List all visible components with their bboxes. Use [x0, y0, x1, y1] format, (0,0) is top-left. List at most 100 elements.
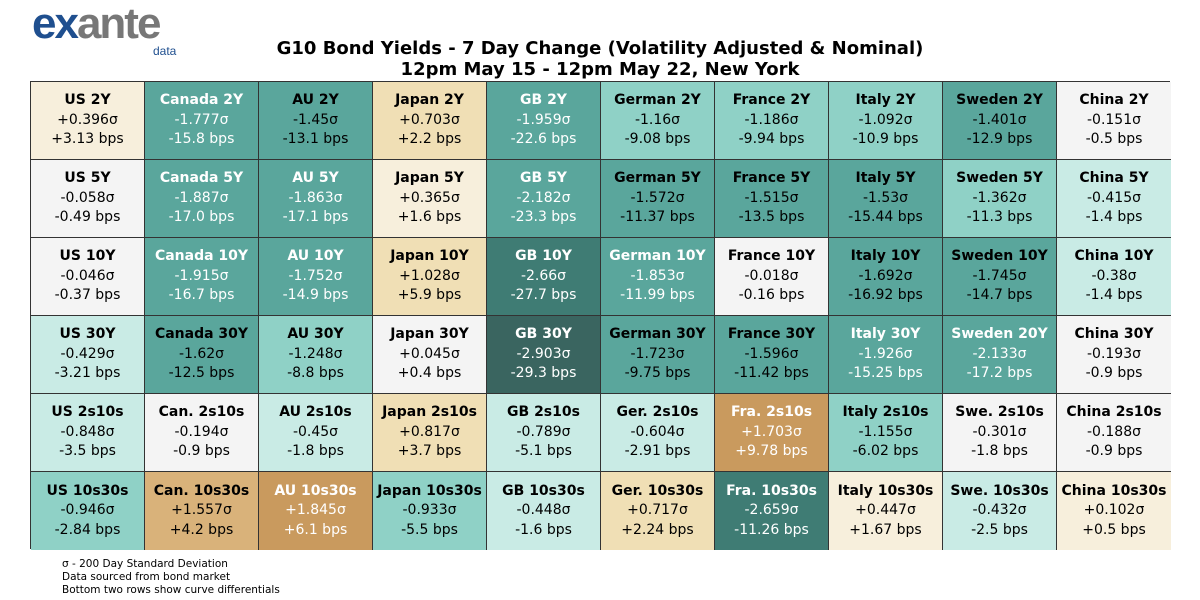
cell-label: GB 10s30s	[502, 482, 585, 499]
cell-label: Japan 10s30s	[377, 482, 482, 499]
cell-bps-value: -0.5 bps	[1085, 131, 1143, 148]
cell-sigma-value: -0.018σ	[744, 267, 799, 284]
heatmap-cell: Swe. 10s30s -0.432σ -2.5 bps	[943, 472, 1057, 550]
cell-label: Swe. 10s30s	[950, 482, 1049, 499]
cell-bps-value: -12.5 bps	[168, 365, 235, 382]
cell-label: US 10Y	[59, 248, 116, 265]
cell-bps-value: -12.9 bps	[966, 131, 1033, 148]
heatmap-cell: Fra. 10s30s -2.659σ -11.26 bps	[715, 472, 829, 550]
cell-label: Italy 5Y	[855, 170, 916, 187]
chart-subtitle: 12pm May 15 - 12pm May 22, New York	[400, 59, 800, 80]
cell-label: GB 2s10s	[507, 404, 580, 421]
cell-sigma-value: -1.596σ	[744, 345, 799, 362]
cell-bps-value: -0.9 bps	[1085, 365, 1143, 382]
heatmap-cell: GB 10Y -2.66σ -27.7 bps	[487, 238, 601, 316]
cell-sigma-value: +0.447σ	[855, 502, 916, 519]
heatmap-cell: France 30Y -1.596σ -11.42 bps	[715, 316, 829, 394]
cell-sigma-value: -1.362σ	[972, 189, 1027, 206]
cell-label: US 2Y	[64, 92, 111, 109]
heatmap-cell: Can. 10s30s +1.557σ +4.2 bps	[145, 472, 259, 550]
cell-bps-value: -9.08 bps	[624, 131, 691, 148]
cell-bps-value: -11.99 bps	[620, 287, 695, 304]
cell-bps-value: -15.25 bps	[848, 365, 923, 382]
cell-label: Japan 2s10s	[382, 404, 477, 421]
cell-bps-value: -8.8 bps	[287, 365, 344, 382]
cell-sigma-value: -1.723σ	[630, 345, 685, 362]
cell-label: GB 30Y	[515, 326, 572, 343]
cell-bps-value: -27.7 bps	[510, 287, 577, 304]
heatmap-cell: US 2Y +0.396σ +3.13 bps	[31, 82, 145, 160]
logo-subtext: data	[153, 44, 177, 58]
cell-label: China 5Y	[1079, 170, 1149, 187]
cell-sigma-value: -0.301σ	[972, 423, 1027, 440]
heatmap-cell: Sweden 2Y -1.401σ -12.9 bps	[943, 82, 1057, 160]
cell-sigma-value: -1.572σ	[630, 189, 685, 206]
heatmap-cell: AU 30Y -1.248σ -8.8 bps	[259, 316, 373, 394]
cell-bps-value: -5.1 bps	[515, 443, 572, 460]
cell-bps-value: -11.3 bps	[966, 209, 1033, 226]
cell-label: Ger. 2s10s	[616, 404, 699, 421]
heatmap-cell: US 30Y -0.429σ -3.21 bps	[31, 316, 145, 394]
cell-bps-value: -0.49 bps	[54, 209, 121, 226]
heatmap-cell: Sweden 20Y -2.133σ -17.2 bps	[943, 316, 1057, 394]
cell-bps-value: -3.21 bps	[54, 365, 121, 382]
heatmap-cell: Japan 5Y +0.365σ +1.6 bps	[373, 160, 487, 238]
cell-label: Sweden 5Y	[956, 170, 1043, 187]
cell-bps-value: -13.5 bps	[738, 209, 805, 226]
cell-bps-value: -2.84 bps	[54, 521, 121, 538]
cell-bps-value: -22.6 bps	[510, 131, 577, 148]
heatmap-cell: France 10Y -0.018σ -0.16 bps	[715, 238, 829, 316]
cell-sigma-value: -2.659σ	[744, 502, 799, 519]
heatmap-cell: US 10s30s -0.946σ -2.84 bps	[31, 472, 145, 550]
cell-sigma-value: -2.133σ	[972, 345, 1027, 362]
cell-label: France 10Y	[727, 248, 816, 265]
chart-title: G10 Bond Yields - 7 Day Change (Volatili…	[276, 38, 924, 59]
cell-label: Sweden 10Y	[951, 248, 1048, 265]
cell-bps-value: -17.2 bps	[966, 365, 1033, 382]
cell-sigma-value: -0.429σ	[60, 345, 115, 362]
cell-bps-value: -0.9 bps	[1085, 443, 1143, 460]
heatmap-cell: Japan 10s30s -0.933σ -5.5 bps	[373, 472, 487, 550]
cell-bps-value: -23.3 bps	[510, 209, 577, 226]
cell-sigma-value: -0.848σ	[60, 423, 115, 440]
cell-bps-value: +3.13 bps	[51, 131, 124, 148]
cell-bps-value: -16.92 bps	[848, 287, 923, 304]
cell-sigma-value: -1.959σ	[516, 111, 571, 128]
cell-sigma-value: +1.557σ	[171, 502, 232, 519]
cell-sigma-value: -1.515σ	[744, 189, 799, 206]
cell-label: China 2Y	[1079, 92, 1149, 109]
heatmap-cell: China 2Y -0.151σ -0.5 bps	[1057, 82, 1171, 160]
cell-bps-value: -17.0 bps	[168, 209, 235, 226]
heatmap-cell: AU 5Y -1.863σ -17.1 bps	[259, 160, 373, 238]
heatmap-cell: Ger. 2s10s -0.604σ -2.91 bps	[601, 394, 715, 472]
cell-bps-value: -11.42 bps	[734, 365, 809, 382]
heatmap-cell: US 5Y -0.058σ -0.49 bps	[31, 160, 145, 238]
exante-logo: exante data	[32, 2, 182, 59]
cell-label: Japan 10Y	[390, 248, 469, 265]
cell-label: Canada 10Y	[154, 248, 249, 265]
cell-sigma-value: -1.62σ	[178, 345, 225, 362]
cell-sigma-value: -1.45σ	[292, 111, 339, 128]
heatmap-cell: Canada 10Y -1.915σ -16.7 bps	[145, 238, 259, 316]
cell-bps-value: -9.75 bps	[624, 365, 691, 382]
footnote-line: Data sourced from bond market	[62, 571, 231, 583]
cell-sigma-value: +0.102σ	[1083, 502, 1145, 519]
cell-sigma-value: -0.604σ	[630, 423, 685, 440]
cell-label: Can. 10s30s	[153, 482, 250, 499]
heatmap-cell: Ger. 10s30s +0.717σ +2.24 bps	[601, 472, 715, 550]
cell-sigma-value: +0.717σ	[627, 502, 688, 519]
cell-sigma-value: +1.028σ	[399, 267, 460, 284]
cell-bps-value: -1.4 bps	[1085, 209, 1143, 226]
heatmap-cell: Italy 30Y -1.926σ -15.25 bps	[829, 316, 943, 394]
cell-bps-value: -11.37 bps	[620, 209, 695, 226]
cell-label: US 10s30s	[46, 482, 129, 499]
heatmap-cell: Italy 10s30s +0.447σ +1.67 bps	[829, 472, 943, 550]
cell-bps-value: -0.16 bps	[738, 287, 805, 304]
heatmap-cell: Japan 30Y +0.045σ +0.4 bps	[373, 316, 487, 394]
cell-bps-value: -2.5 bps	[971, 521, 1028, 538]
cell-bps-value: -29.3 bps	[510, 365, 577, 382]
footnote-line: σ - 200 Day Standard Deviation	[62, 558, 228, 570]
cell-label: German 5Y	[614, 170, 701, 187]
cell-label: Sweden 2Y	[956, 92, 1043, 109]
heatmap-cell: Italy 2s10s -1.155σ -6.02 bps	[829, 394, 943, 472]
